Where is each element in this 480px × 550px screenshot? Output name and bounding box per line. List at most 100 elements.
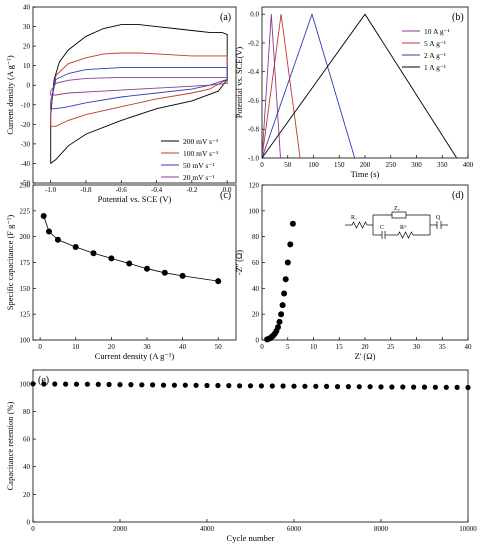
x-tick-label: 100 xyxy=(308,161,319,169)
data-point xyxy=(279,302,286,309)
y-tick-label: -0.8 xyxy=(248,126,260,134)
data-point xyxy=(161,269,168,276)
y-tick-label: -0.2 xyxy=(248,39,260,47)
y-tick-label: -50 xyxy=(21,180,31,188)
data-point xyxy=(247,383,254,389)
x-axis-label: Current density (A g⁻¹) xyxy=(95,351,175,361)
y-tick-label: -0.4 xyxy=(248,68,260,76)
y-tick-label: 80 xyxy=(252,233,260,241)
x-tick-label: 35 xyxy=(439,343,447,351)
panel-d-nyquist-chart: 0 5 10 15 20 25 30 35 40 0 20 40 60 80 100 120 Z' (Ω) -Z'… xyxy=(234,182,472,362)
y-tick-label: 0 xyxy=(256,337,260,345)
x-tick-label: 5 xyxy=(286,343,290,351)
series-line xyxy=(261,14,301,159)
y-tick-label: 150 xyxy=(20,285,31,293)
x-tick-label: 40 xyxy=(465,343,473,351)
data-point xyxy=(289,220,296,227)
x-tick-label: 6000 xyxy=(287,525,302,533)
data-point xyxy=(179,272,186,279)
x-tick-label: 30 xyxy=(143,343,151,351)
data-point xyxy=(139,382,145,388)
x-tick-label: 10 xyxy=(310,343,318,351)
data-point xyxy=(313,383,319,389)
y-tick-label: 100 xyxy=(249,207,260,215)
y-axis-label: Capacitance retention (%) xyxy=(5,401,15,490)
data-point xyxy=(84,381,90,387)
x-tick-label: 50 xyxy=(215,343,223,351)
panel-b-gcd-chart: 0 50 100 150 200 250 300 350 400 -1.0 -0.8 -0.6 -0.4… xyxy=(234,6,474,179)
series-line xyxy=(261,12,356,159)
x-tick-label: 20 xyxy=(362,343,370,351)
plot-frame xyxy=(32,6,237,184)
data-point xyxy=(90,250,97,257)
legend-label: 10 A g⁻¹ xyxy=(424,27,450,36)
x-tick-label: 200 xyxy=(360,161,371,169)
circuit-label-r1: R₁ xyxy=(351,215,357,221)
data-point xyxy=(73,381,80,387)
data-point xyxy=(276,318,283,325)
data-point xyxy=(204,382,210,389)
y-tick-label: 30 xyxy=(23,23,31,31)
x-tick-label: 8000 xyxy=(374,525,389,533)
data-point xyxy=(291,383,297,389)
data-point xyxy=(258,383,264,389)
legend-label: 100 mV s⁻¹ xyxy=(183,149,218,158)
x-tick-label: 30 xyxy=(413,343,421,351)
y-tick-label: -10 xyxy=(21,101,31,109)
legend-label: 2 A g⁻¹ xyxy=(424,51,446,60)
y-tick-label: -30 xyxy=(21,140,31,148)
data-point xyxy=(54,236,61,243)
x-tick-label: 10 xyxy=(72,343,80,351)
x-tick-label: 350 xyxy=(437,161,448,169)
y-tick-label: -1.0 xyxy=(248,155,260,163)
y-axis-label: Specific capacitance (F g⁻¹) xyxy=(5,215,15,311)
y-tick-label: 20 xyxy=(252,311,260,319)
x-tick-label: 50 xyxy=(284,161,292,169)
data-point xyxy=(144,265,150,272)
y-tick-label: 10 xyxy=(23,62,31,70)
x-tick-label: 0 xyxy=(260,161,264,169)
y-tick-label: 80 xyxy=(23,408,31,416)
data-point xyxy=(389,384,395,390)
data-point xyxy=(95,381,101,387)
y-axis-label: Potential vs. SCE(V) xyxy=(234,47,244,119)
x-tick-label: 20 xyxy=(108,343,116,351)
x-tick-label: 4000 xyxy=(200,525,215,533)
data-point xyxy=(275,324,281,331)
data-point xyxy=(160,382,167,388)
data-point xyxy=(215,382,221,389)
y-tick-label: 125 xyxy=(20,311,31,319)
data-point xyxy=(63,381,69,387)
data-point xyxy=(72,244,79,250)
data-point xyxy=(284,259,291,266)
data-point xyxy=(454,384,460,390)
data-point xyxy=(46,228,52,235)
y-axis-label: Current density (A g⁻¹) xyxy=(5,55,15,135)
data-point xyxy=(40,213,47,219)
panel-c-rate-chart: 0 10 20 30 40 50 100 125 150 175 200 225 250 Current … xyxy=(5,182,237,361)
y-tick-label: 40 xyxy=(252,285,260,293)
panel-a-tag: (a) xyxy=(220,12,231,23)
circuit-label-rct: Rᶜᵗ xyxy=(400,225,408,231)
series-line xyxy=(50,52,228,127)
x-tick-label: -0.2 xyxy=(186,186,198,194)
data-point xyxy=(282,276,289,283)
data-point xyxy=(400,384,406,390)
data-point xyxy=(226,383,232,389)
legend-label: 50 mV s⁻¹ xyxy=(183,161,215,170)
data-point xyxy=(421,384,428,390)
x-axis-label: Z' (Ω) xyxy=(355,351,376,361)
panel-e-tag: (e) xyxy=(38,375,49,386)
y-tick-label: 250 xyxy=(20,182,31,190)
panel-c-tag: (c) xyxy=(220,190,231,201)
y-tick-label: 175 xyxy=(20,259,31,267)
data-point xyxy=(193,382,199,388)
data-point xyxy=(41,381,47,387)
circuit-label-c: C xyxy=(380,225,384,231)
y-tick-label: 120 xyxy=(249,182,260,190)
data-point xyxy=(278,311,285,318)
plot-frame xyxy=(32,184,237,341)
series-line xyxy=(50,76,228,96)
circuit-label-q: Q xyxy=(436,215,441,221)
data-point xyxy=(171,382,177,388)
